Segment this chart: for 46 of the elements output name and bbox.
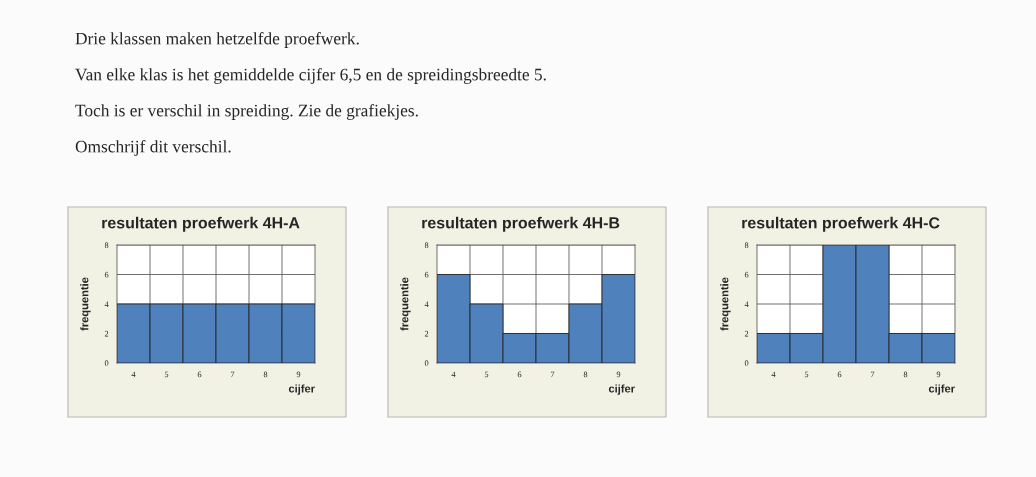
x-tick-label: 9 [616,371,621,378]
x-tick-label: 6 [197,371,202,378]
y-tick-label: 2 [424,330,429,337]
y-tick-label: 2 [104,330,109,337]
y-tick-label: 8 [104,242,109,248]
x-tick-label: 7 [550,371,555,378]
text: Drie klassen maken hetzelfde proefwerk. [75,32,359,48]
x-tick-label: 8 [583,371,588,378]
y-tick-label: 8 [424,242,429,248]
x-tick-label: 8 [263,371,268,378]
y-tick-label: 4 [744,301,749,307]
x-tick-label: 4 [771,371,776,378]
x-tick-label: 7 [230,371,235,378]
chart-title: resultaten proefwerk 4H-B [422,216,620,232]
x-tick-label: 8 [903,371,908,378]
y-tick-label: 6 [744,271,749,278]
text: Toch is er verschil in spreiding. Zie de grafiekjes. [75,104,418,120]
x-tick-label: 6 [837,371,842,378]
y-tick-label: 0 [744,360,749,366]
x-tick-label: 5 [484,371,489,378]
x-tick-label: 9 [936,371,941,378]
x-tick-label: 4 [451,371,456,378]
y-tick-label: 0 [424,360,429,366]
y-tick-label: 0 [104,360,109,366]
y-tick-label: 4 [104,301,109,307]
text: Omschrijf dit verschil. [75,140,231,156]
x-tick-label: 4 [131,371,136,378]
x-tick-label: 6 [517,371,522,378]
x-tick-label: 5 [804,371,809,378]
y-tick-label: 4 [424,301,429,307]
x-axis-title: cijfer [608,384,635,395]
chart-title: resultaten proefwerk 4H-A [102,216,300,232]
y-tick-label: 6 [424,271,429,278]
text: Van elke klas is het gemiddelde cijfer 6,5 en de spreidingsbreedte 5. [75,68,546,84]
y-axis-title: frequentie [80,277,91,331]
chart-title: resultaten proefwerk 4H-C [742,216,940,232]
y-tick-label: 2 [744,330,749,337]
y-tick-label: 6 [104,271,109,278]
x-axis-title: cijfer [288,384,315,395]
x-tick-label: 7 [870,371,875,378]
y-tick-label: 8 [744,242,749,248]
y-axis-title: frequentie [400,277,411,331]
x-tick-label: 9 [296,371,301,378]
y-axis-title: frequentie [720,277,731,331]
x-tick-label: 5 [164,371,169,378]
x-axis-title: cijfer [928,384,955,395]
